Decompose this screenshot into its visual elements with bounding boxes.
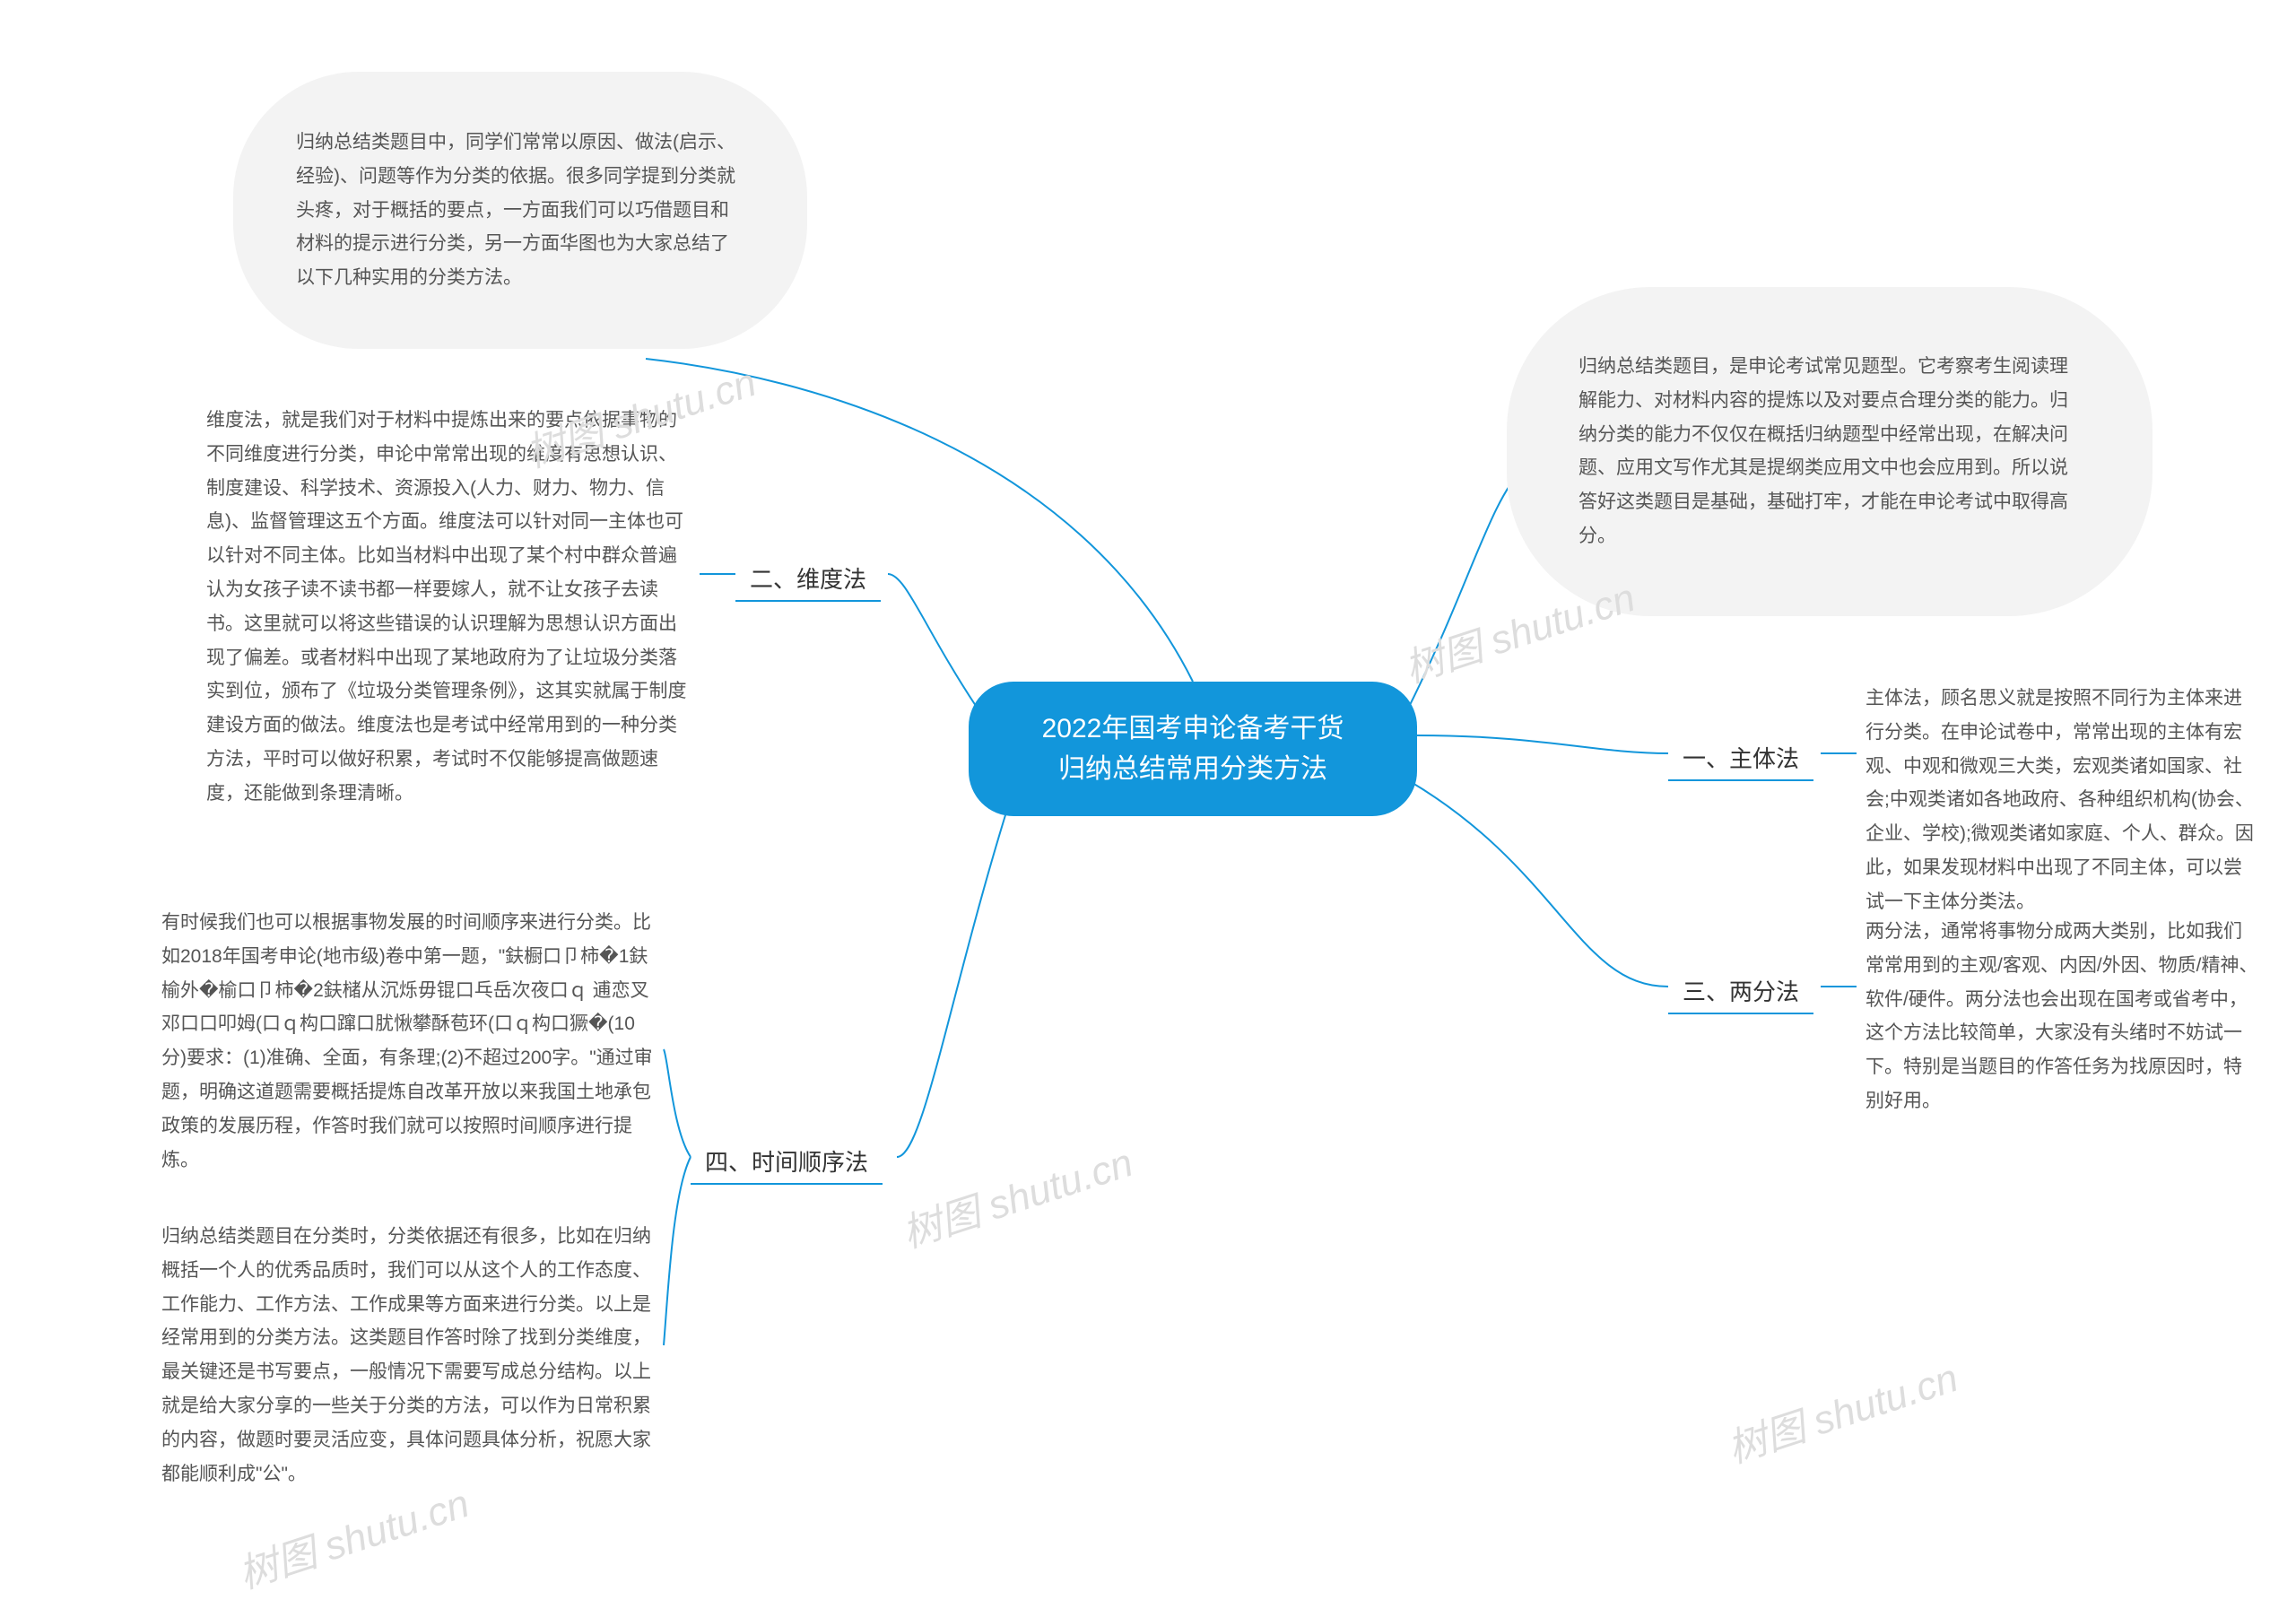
center-node: 2022年国考申论备考干货 归纳总结常用分类方法 (969, 682, 1417, 816)
leaf-subject-method: 主体法，顾名思义就是按照不同行为主体来进行分类。在申论试卷中，常常出现的主体有宏… (1857, 673, 2269, 928)
branch-subject-method-label: 一、主体法 (1683, 745, 1799, 772)
center-line2: 归纳总结常用分类方法 (1058, 754, 1327, 784)
watermark: 树图 shutu.cn (894, 1130, 1139, 1258)
branch-binary-method-label: 三、两分法 (1683, 978, 1799, 1005)
intro-top-right: 归纳总结类题目，是申论考试常见题型。它考察考生阅读理解能力、对材料内容的提炼以及… (1507, 287, 2152, 616)
branch-time-method-label: 四、时间顺序法 (705, 1149, 868, 1176)
leaf-time-method-a-text: 有时候我们也可以根据事物发展的时间顺序来进行分类。比如2018年国考申论(地市级… (161, 912, 653, 1170)
branch-dimension-method: 二、维度法 (735, 556, 881, 602)
leaf-subject-method-text: 主体法，顾名思义就是按照不同行为主体来进行分类。在申论试卷中，常常出现的主体有宏… (1866, 688, 2254, 912)
branch-time-method: 四、时间顺序法 (691, 1139, 883, 1185)
leaf-binary-method-text: 两分法，通常将事物分成两大类别，比如我们常常用到的主观/客观、内因/外因、物质/… (1866, 921, 2258, 1111)
leaf-time-method-a: 有时候我们也可以根据事物发展的时间顺序来进行分类。比如2018年国考申论(地市级… (152, 897, 664, 1186)
intro-top-left: 归纳总结类题目中，同学们常常以原因、做法(启示、经验)、问题等作为分类的依据。很… (233, 72, 807, 349)
leaf-time-method-b: 归纳总结类题目在分类时，分类依据还有很多，比如在归纳概括一个人的优秀品质时，我们… (152, 1211, 664, 1500)
leaf-binary-method: 两分法，通常将事物分成两大类别，比如我们常常用到的主观/客观、内因/外因、物质/… (1857, 906, 2269, 1127)
center-line1: 2022年国考申论备考干货 (1042, 714, 1344, 743)
branch-dimension-method-label: 二、维度法 (750, 566, 866, 593)
watermark: 树图 shutu.cn (1719, 1345, 1964, 1474)
leaf-dimension-method: 维度法，就是我们对于材料中提炼出来的要点依据事物的不同维度进行分类，申论中常常出… (197, 395, 700, 820)
leaf-dimension-method-text: 维度法，就是我们对于材料中提炼出来的要点依据事物的不同维度进行分类，申论中常常出… (206, 410, 687, 804)
branch-binary-method: 三、两分法 (1668, 969, 1813, 1014)
intro-top-right-text: 归纳总结类题目，是申论考试常见题型。它考察考生阅读理解能力、对材料内容的提炼以及… (1578, 356, 2068, 546)
intro-top-left-text: 归纳总结类题目中，同学们常常以原因、做法(启示、经验)、问题等作为分类的依据。很… (296, 132, 735, 288)
leaf-time-method-b-text: 归纳总结类题目在分类时，分类依据还有很多，比如在归纳概括一个人的优秀品质时，我们… (161, 1226, 651, 1484)
branch-subject-method: 一、主体法 (1668, 735, 1813, 781)
